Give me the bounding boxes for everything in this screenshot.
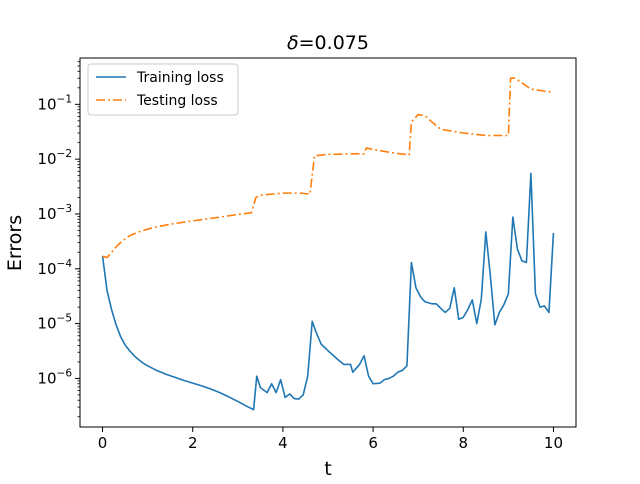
x-tick-label: 6: [368, 434, 378, 452]
x-tick-label: 4: [278, 434, 288, 452]
legend-label-training: Training loss: [136, 70, 224, 86]
x-axis-ticks: 0 2 4 6 8 10: [98, 427, 563, 452]
y-tick-label: 10−6: [37, 367, 72, 387]
x-tick-label: 8: [458, 434, 468, 452]
y-tick-label: 10−1: [37, 93, 72, 113]
y-tick-label: 10−4: [37, 258, 72, 278]
series-line-testing: [102, 77, 554, 259]
y-tick-label: 10−3: [37, 203, 72, 223]
chart-title: δ=0.075: [287, 32, 369, 54]
y-axis-label: Errors: [4, 215, 26, 271]
y-tick-label: 10−2: [37, 148, 72, 168]
legend: Training loss Testing loss: [87, 63, 239, 116]
series-line-training: [101, 172, 555, 411]
x-tick-label: 10: [544, 434, 563, 452]
legend-label-testing: Testing loss: [136, 93, 218, 109]
title-value: =0.075: [299, 32, 369, 54]
x-axis-label: t: [324, 458, 331, 480]
series-layer: [101, 77, 555, 411]
y-tick-label: 10−5: [37, 313, 72, 333]
x-tick-label: 0: [98, 434, 108, 452]
title-delta-symbol: δ: [287, 32, 299, 54]
y-axis-ticks: 10−6 10−5 10−4 10−3 10−2 10−1: [37, 61, 80, 418]
x-tick-label: 2: [188, 434, 198, 452]
